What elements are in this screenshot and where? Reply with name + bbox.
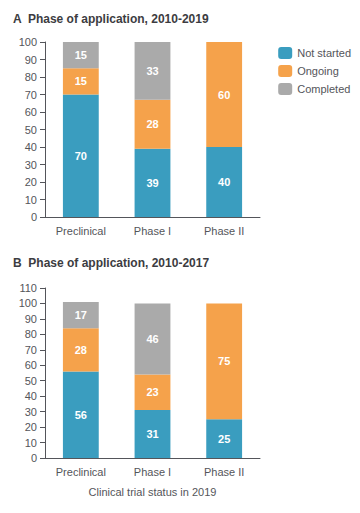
svg-text:Clinical trial status in 2019: Clinical trial status in 2019 <box>89 486 217 498</box>
svg-text:90: 90 <box>25 313 37 325</box>
svg-text:31: 31 <box>146 428 158 440</box>
svg-text:Phase II: Phase II <box>204 466 244 478</box>
svg-text:70: 70 <box>75 150 87 162</box>
svg-text:10: 10 <box>25 437 37 449</box>
svg-text:0: 0 <box>31 452 37 464</box>
svg-text:60: 60 <box>218 89 230 101</box>
svg-text:30: 30 <box>25 159 37 171</box>
svg-text:60: 60 <box>25 106 37 118</box>
svg-text:39: 39 <box>146 177 158 189</box>
svg-text:20: 20 <box>25 176 37 188</box>
svg-text:Phase I: Phase I <box>134 225 171 237</box>
svg-text:B Phase of application, 2010-: B Phase of application, 2010-2017 <box>13 256 209 270</box>
svg-text:Preclinical: Preclinical <box>56 225 106 237</box>
svg-text:28: 28 <box>146 118 158 130</box>
svg-text:75: 75 <box>218 355 230 367</box>
svg-text:25: 25 <box>218 433 230 445</box>
svg-text:80: 80 <box>25 328 37 340</box>
svg-text:10: 10 <box>25 194 37 206</box>
svg-text:50: 50 <box>25 124 37 136</box>
svg-text:Completed: Completed <box>297 83 350 95</box>
svg-text:40: 40 <box>25 141 37 153</box>
svg-text:Phase II: Phase II <box>204 225 244 237</box>
svg-text:56: 56 <box>75 409 87 421</box>
svg-text:A Phase of application, 2010-: A Phase of application, 2010-2019 <box>13 12 209 26</box>
svg-text:Preclinical: Preclinical <box>56 466 106 478</box>
svg-text:17: 17 <box>75 309 87 321</box>
svg-text:15: 15 <box>75 75 87 87</box>
svg-text:0: 0 <box>31 211 37 223</box>
svg-text:15: 15 <box>75 49 87 61</box>
svg-text:20: 20 <box>25 421 37 433</box>
svg-text:33: 33 <box>146 65 158 77</box>
svg-text:60: 60 <box>25 359 37 371</box>
svg-text:70: 70 <box>25 344 37 356</box>
svg-text:30: 30 <box>25 406 37 418</box>
svg-text:70: 70 <box>25 89 37 101</box>
svg-text:28: 28 <box>75 344 87 356</box>
svg-text:Ongoing: Ongoing <box>297 65 339 77</box>
svg-text:100: 100 <box>19 297 37 309</box>
svg-text:23: 23 <box>146 386 158 398</box>
svg-text:90: 90 <box>25 54 37 66</box>
svg-text:80: 80 <box>25 71 37 83</box>
svg-text:Phase I: Phase I <box>134 466 171 478</box>
svg-text:100: 100 <box>19 36 37 48</box>
svg-text:46: 46 <box>146 333 158 345</box>
svg-text:110: 110 <box>19 282 37 294</box>
svg-text:50: 50 <box>25 375 37 387</box>
svg-text:40: 40 <box>218 176 230 188</box>
svg-text:Not started: Not started <box>297 47 351 59</box>
svg-text:40: 40 <box>25 390 37 402</box>
